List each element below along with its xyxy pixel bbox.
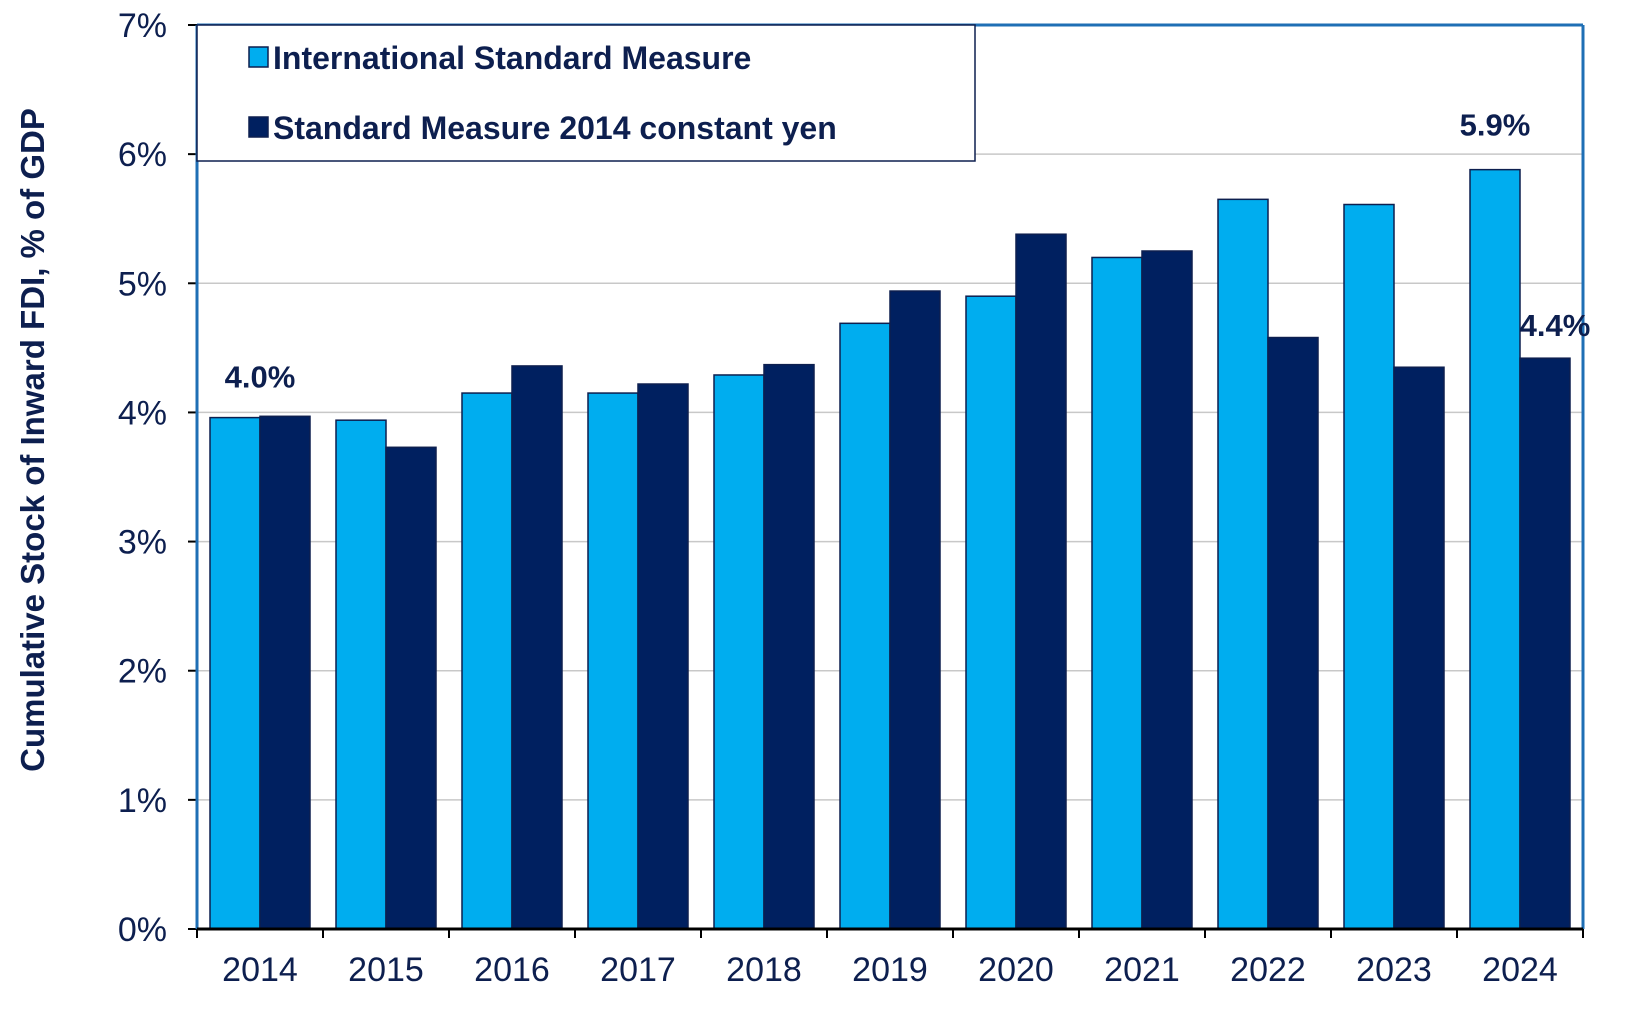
data-label-annotation: 4.4% [1520,308,1591,343]
legend-swatch-constant-yen [248,116,269,138]
bar-international-standard-2023 [1343,203,1395,930]
x-tick-label: 2022 [1230,951,1306,989]
bar-international-standard-2022 [1217,198,1269,930]
x-tick-label: 2019 [852,951,928,989]
x-tick-label: 2014 [222,951,298,989]
bar-international-standard-2018 [713,374,765,930]
bar-constant-yen-2020 [1015,233,1067,930]
bar-international-standard-2014 [209,416,261,930]
bar-constant-yen-2016 [511,365,563,930]
annotations: 4.0% 5.9% 4.4% [225,108,1591,395]
x-tick-label: 2016 [474,951,550,989]
bar-international-standard-2019 [839,322,891,930]
y-tick-label: 2% [118,653,167,691]
data-label-annotation: 5.9% [1460,108,1531,143]
x-tick-label: 2018 [726,951,802,989]
bar-international-standard-2024 [1469,168,1521,930]
bar-constant-yen-2019 [889,290,941,930]
y-tick-label: 4% [118,394,167,432]
bar-international-standard-2017 [587,392,639,930]
bar-constant-yen-2015 [385,446,437,930]
legend: International Standard Measure Standard … [196,24,976,162]
y-tick-label: 7% [118,7,167,45]
x-tick-label: 2024 [1482,951,1558,989]
legend-swatch-international-standard [248,46,269,68]
bar-constant-yen-2018 [763,363,815,930]
y-axis-label: Cumulative Stock of Inward FDI, % of GDP [14,108,51,772]
x-tick-label: 2021 [1104,951,1180,989]
x-tick-label: 2017 [600,951,676,989]
legend-label-international-standard: International Standard Measure [273,40,751,76]
y-tick-label: 0% [118,911,167,949]
bar-international-standard-2020 [965,295,1017,930]
bar-international-standard-2016 [461,392,513,930]
y-tick-label: 5% [118,265,167,303]
legend-box [196,24,976,162]
bar-constant-yen-2017 [637,383,689,930]
y-tick-label: 6% [118,136,167,174]
x-tick-label: 2015 [348,951,424,989]
bars [209,168,1571,930]
y-tick-label: 3% [118,524,167,562]
y-tick-label: 1% [118,782,167,820]
bar-constant-yen-2021 [1141,250,1193,930]
bar-constant-yen-2022 [1267,336,1319,930]
bar-constant-yen-2014 [259,415,311,930]
data-label-annotation: 4.0% [225,360,296,395]
bar-constant-yen-2023 [1393,366,1445,930]
x-tick-label: 2023 [1356,951,1432,989]
bar-constant-yen-2024 [1519,357,1571,930]
tick-labels: 0% 1% 2% 3% 4% 5% 6% 7% 2014 2015 2016 2017 2018 2019… [118,7,1558,989]
x-tick-label: 2020 [978,951,1054,989]
bar-international-standard-2021 [1091,256,1143,930]
legend-label-constant-yen: Standard Measure 2014 constant yen [273,110,837,146]
bar-international-standard-2015 [335,419,387,930]
